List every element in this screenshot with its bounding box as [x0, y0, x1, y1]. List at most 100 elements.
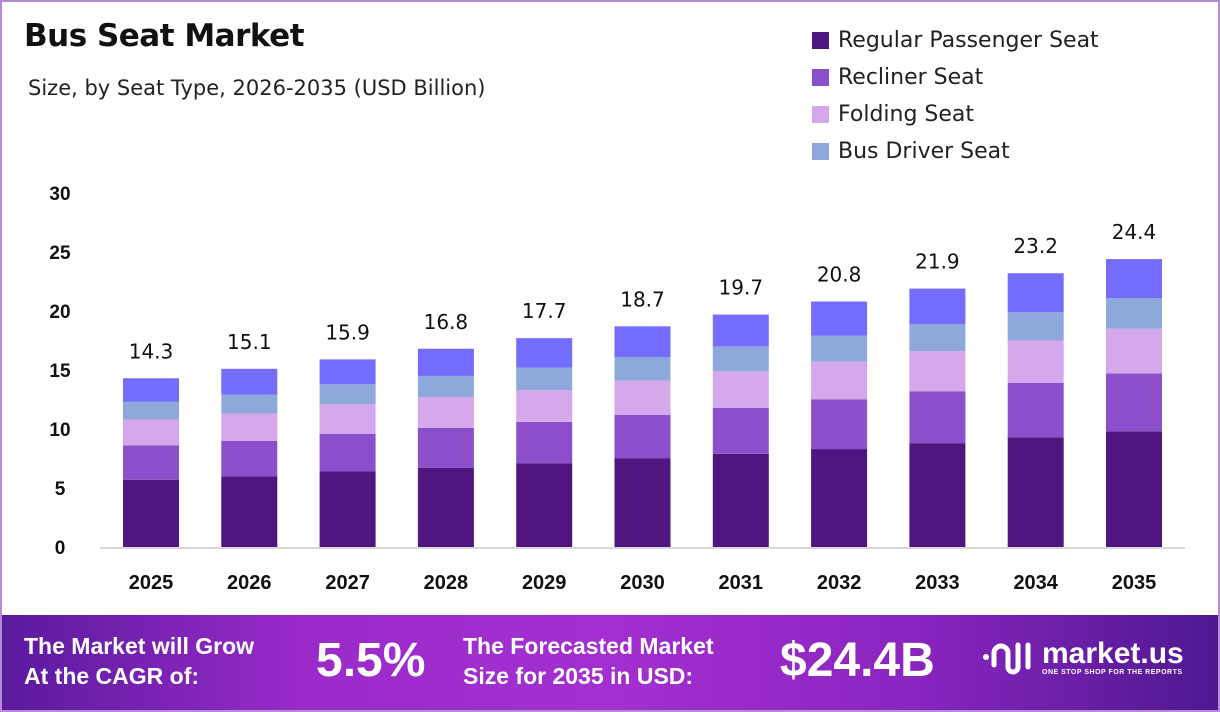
y-tick-label: 0 — [55, 538, 66, 559]
bar-segment-regular-passenger-seat — [221, 476, 278, 547]
bar-segment-series-4 — [712, 314, 769, 347]
bar-segment-recliner-seat — [417, 427, 474, 468]
legend-item-driver: Bus Driver Seat — [812, 133, 1099, 170]
bar-segment-recliner-seat — [909, 391, 966, 444]
data-label: 15.1 — [227, 330, 272, 354]
logo-tagline: ONE STOP SHOP FOR THE REPORTS — [1042, 668, 1183, 676]
legend-label: Bus Driver Seat — [838, 139, 1010, 164]
bar-segment-folding-seat — [909, 351, 966, 392]
data-label: 19.7 — [719, 276, 764, 300]
legend-label: Regular Passenger Seat — [838, 28, 1099, 53]
bar-segment-folding-seat — [712, 371, 769, 408]
bar-segment-regular-passenger-seat — [712, 453, 769, 547]
data-label: 24.4 — [1112, 220, 1157, 244]
data-label: 17.7 — [522, 299, 567, 323]
y-tick-label: 10 — [49, 420, 70, 441]
logo-icon — [983, 642, 1031, 675]
bar-segment-recliner-seat — [319, 433, 376, 472]
bar-segment-folding-seat — [319, 404, 376, 434]
data-label: 23.2 — [1013, 234, 1058, 258]
bar-segment-regular-passenger-seat — [516, 463, 573, 547]
bar-segment-series-4 — [811, 301, 868, 336]
bar-segment-folding-seat — [123, 419, 179, 446]
bar-segment-bus-driver-seat — [1106, 298, 1162, 329]
x-tick-label: 2030 — [620, 572, 665, 594]
bar-segment-regular-passenger-seat — [123, 479, 179, 547]
bar-segment-recliner-seat — [1106, 373, 1162, 432]
data-label: 16.8 — [424, 310, 469, 334]
legend-swatch — [812, 69, 829, 86]
bar-segment-recliner-seat — [123, 445, 179, 480]
bar-segment-recliner-seat — [516, 421, 573, 464]
bar-segment-series-4 — [614, 326, 671, 358]
forecast-label-line1: The Forecasted Market — [463, 633, 714, 659]
cagr-label: The Market will Grow At the CAGR of: — [24, 631, 254, 691]
bar-segment-bus-driver-seat — [221, 394, 278, 414]
bar-segment-bus-driver-seat — [614, 357, 671, 381]
forecast-label: The Forecasted Market Size for 2035 in U… — [463, 631, 714, 691]
data-label: 18.7 — [620, 287, 665, 311]
x-tick-label: 2029 — [522, 572, 567, 594]
y-tick-label: 5 — [55, 479, 66, 500]
bar-segment-bus-driver-seat — [417, 375, 474, 398]
y-tick-label: 15 — [49, 361, 71, 382]
bar-segment-series-4 — [123, 378, 179, 402]
bar-segment-series-4 — [319, 359, 376, 385]
bar-segment-regular-passenger-seat — [319, 471, 376, 547]
legend-item-regular: Regular Passenger Seat — [812, 22, 1099, 59]
bar-segment-bus-driver-seat — [811, 335, 868, 362]
bar-segment-bus-driver-seat — [712, 346, 769, 372]
bar-segment-folding-seat — [811, 361, 868, 400]
bar-segment-series-4 — [516, 338, 573, 368]
bar-segment-series-4 — [221, 368, 278, 395]
forecast-label-line2: Size for 2035 in USD: — [463, 663, 694, 689]
y-tick-label: 25 — [49, 243, 71, 264]
data-label: 21.9 — [915, 250, 960, 274]
cagr-label-line2: At the CAGR of: — [24, 663, 200, 689]
data-label: 14.3 — [129, 339, 174, 363]
bar-segment-regular-passenger-seat — [1007, 437, 1064, 547]
bar-segment-regular-passenger-seat — [909, 443, 966, 547]
cagr-value: 5.5% — [316, 634, 426, 687]
summary-banner: The Market will Grow At the CAGR of: 5.5… — [2, 615, 1218, 710]
bar-chart: 05101520253014.3202515.1202615.9202716.8… — [49, 184, 1185, 594]
bar-segment-folding-seat — [1106, 328, 1162, 374]
y-tick-label: 20 — [49, 302, 70, 323]
bar-segment-bus-driver-seat — [123, 401, 179, 420]
bar-segment-series-4 — [909, 288, 966, 324]
bar-segment-bus-driver-seat — [319, 384, 376, 405]
bar-segment-folding-seat — [417, 397, 474, 428]
marketus-logo: market.us ONE STOP SHOP FOR THE REPORTS — [980, 637, 1184, 677]
legend-swatch — [812, 106, 829, 123]
legend-item-folding: Folding Seat — [812, 96, 1099, 133]
x-tick-label: 2028 — [424, 572, 469, 594]
legend-label: Recliner Seat — [838, 65, 984, 90]
bar-segment-regular-passenger-seat — [417, 467, 474, 547]
x-tick-label: 2027 — [325, 572, 370, 594]
bar-segment-series-4 — [417, 348, 474, 376]
bar-segment-recliner-seat — [614, 414, 671, 459]
bar-segment-regular-passenger-seat — [1106, 431, 1162, 547]
data-label: 15.9 — [325, 320, 370, 344]
chart-title: Bus Seat Market — [24, 18, 305, 54]
legend-label: Folding Seat — [838, 102, 975, 127]
bar-segment-folding-seat — [516, 390, 573, 422]
y-tick-label: 30 — [49, 184, 70, 205]
bar-segment-folding-seat — [221, 413, 278, 441]
bar-segment-series-4 — [1007, 273, 1064, 313]
data-label: 20.8 — [817, 263, 862, 287]
legend: Regular Passenger Seat Recliner Seat Fol… — [812, 22, 1099, 170]
x-tick-label: 2033 — [915, 572, 960, 594]
bar-segment-recliner-seat — [221, 440, 278, 477]
legend-swatch — [812, 32, 829, 49]
x-tick-label: 2032 — [817, 572, 862, 594]
x-tick-label: 2026 — [227, 572, 272, 594]
x-tick-label: 2025 — [129, 572, 174, 594]
x-tick-label: 2034 — [1013, 572, 1058, 594]
bar-segment-recliner-seat — [811, 399, 868, 450]
bar-segment-bus-driver-seat — [1007, 312, 1064, 341]
bar-segment-regular-passenger-seat — [811, 449, 868, 547]
bar-segment-folding-seat — [614, 380, 671, 415]
cagr-label-line1: The Market will Grow — [24, 633, 255, 659]
